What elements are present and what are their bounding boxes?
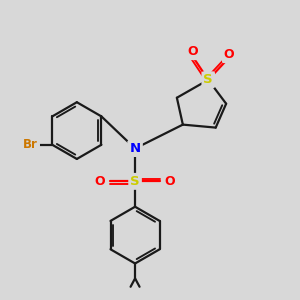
Text: Br: Br: [23, 138, 38, 151]
Text: S: S: [130, 175, 140, 188]
Text: N: N: [130, 142, 141, 155]
Text: O: O: [95, 175, 105, 188]
Text: O: O: [165, 175, 175, 188]
Text: O: O: [224, 48, 234, 61]
Text: S: S: [203, 73, 213, 86]
Text: O: O: [187, 45, 198, 58]
Text: N: N: [130, 142, 141, 155]
